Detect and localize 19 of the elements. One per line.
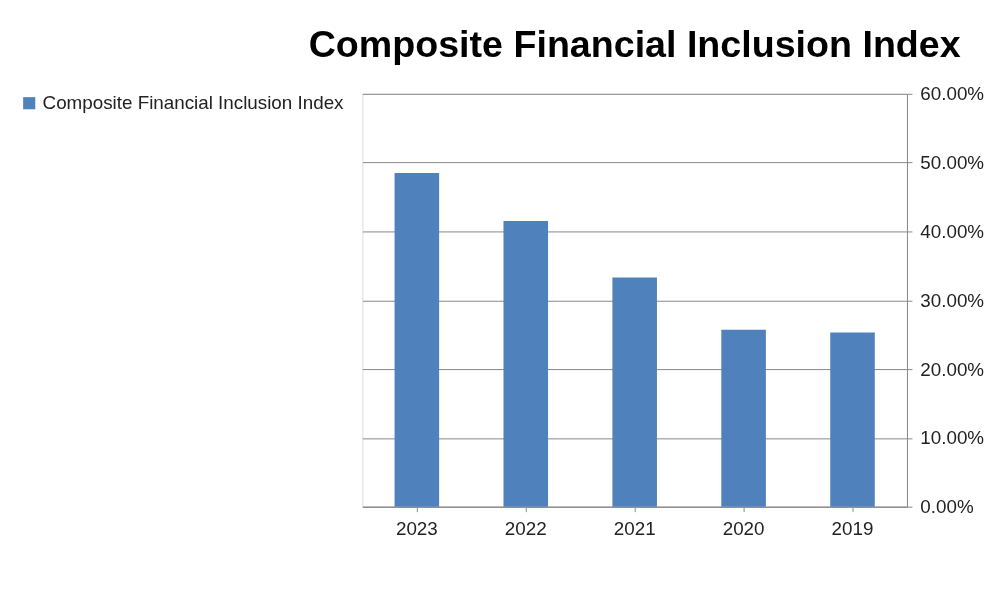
y-tick-label: 60.00% [920,83,985,105]
bar [394,172,440,507]
bar [721,329,766,507]
y-tick-label: 20.00% [920,358,985,380]
x-tick-label: 2022 [504,517,547,539]
x-tick-label: 2020 [722,517,765,539]
chart-title: Composite Financial Inclusion Index [308,23,961,66]
bar [612,277,657,507]
y-tick-label: 40.00% [920,220,985,242]
x-tick-label: 2023 [395,517,438,539]
x-tick-label: 2021 [613,517,656,539]
y-tick-label: 10.00% [920,427,985,449]
y-tick-label: 50.00% [920,152,985,174]
legend-label: Composite Financial Inclusion Index [42,92,345,114]
y-tick-label: 30.00% [920,289,985,311]
bar [830,332,875,507]
x-tick-label: 2019 [831,517,874,539]
bar [503,221,549,507]
y-tick-label: 0.00% [920,496,974,518]
